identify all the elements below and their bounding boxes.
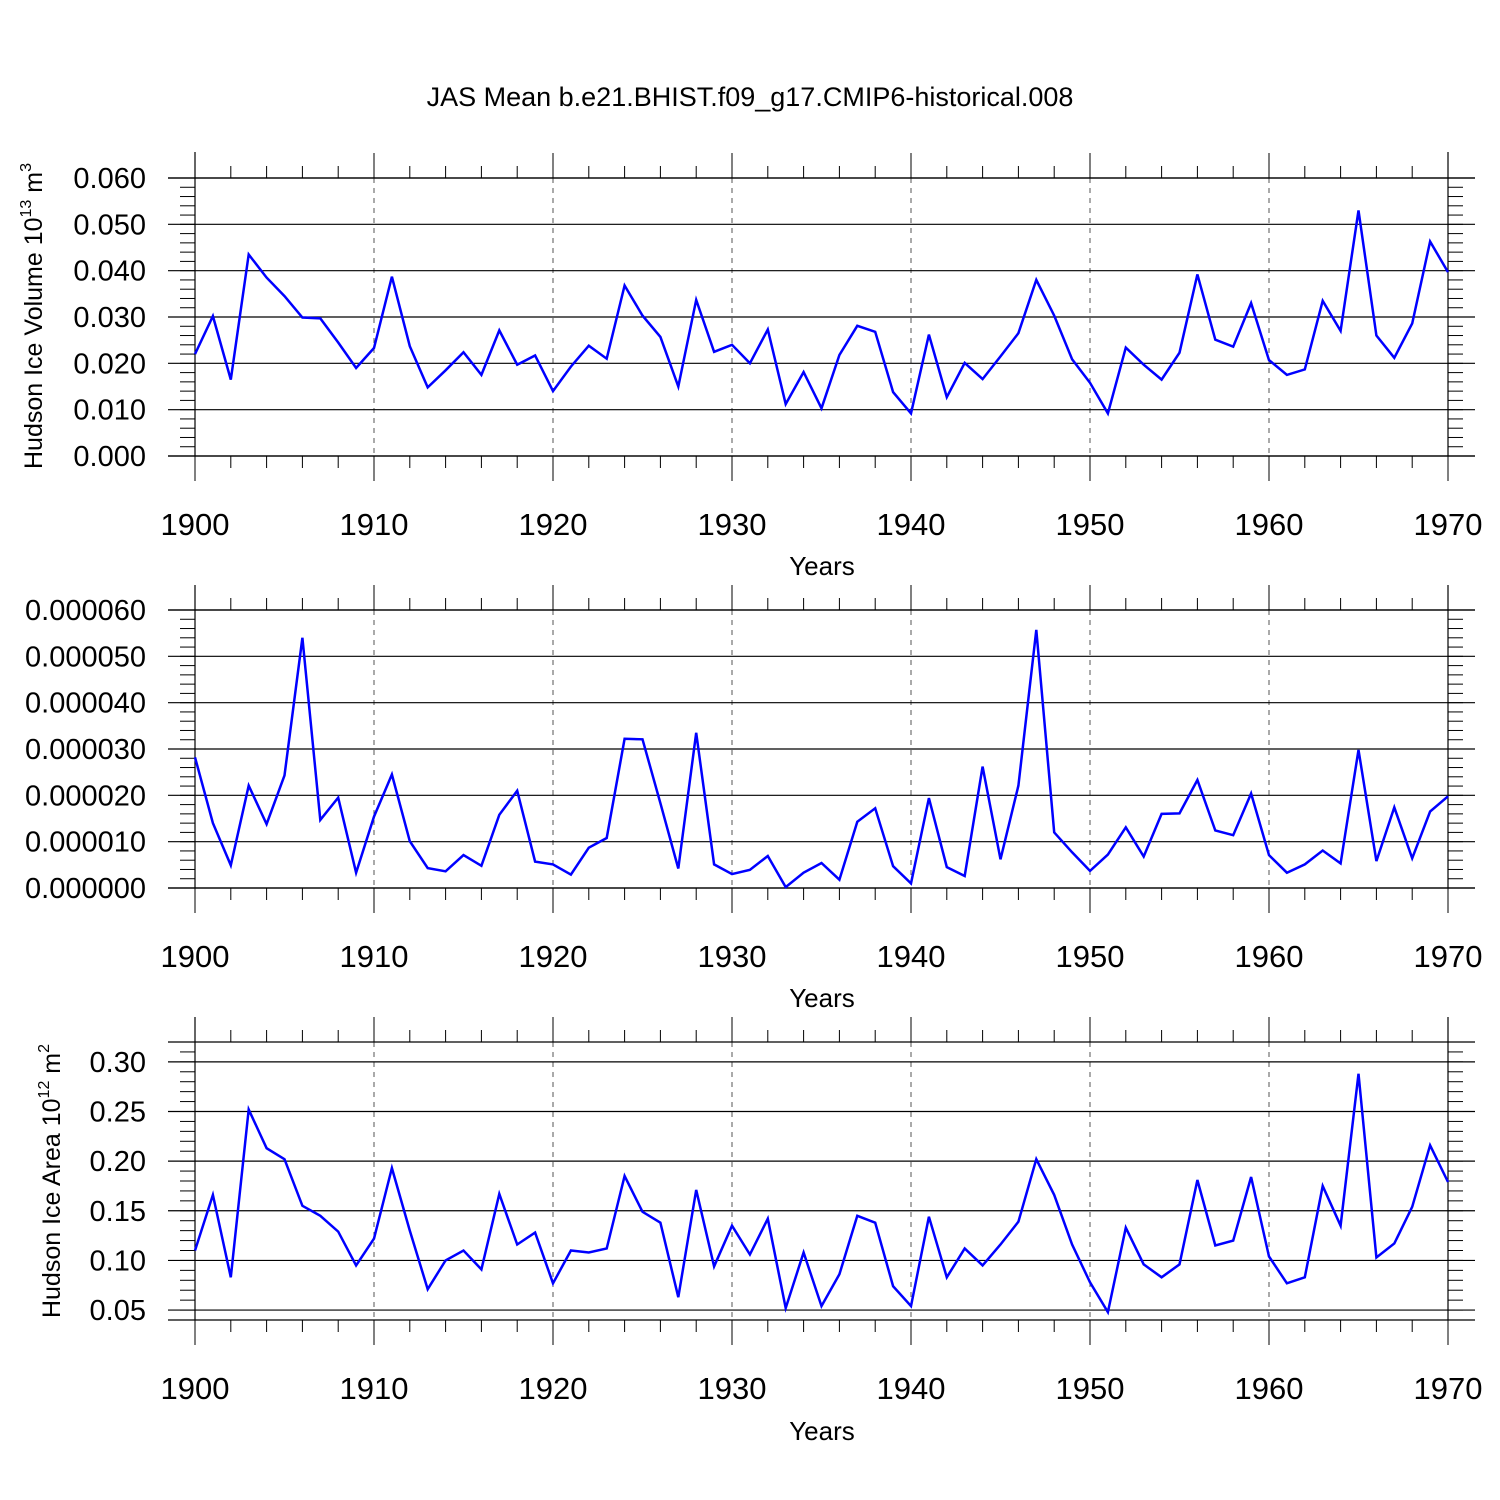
x-tick-label: 1970: [1414, 507, 1483, 542]
y-tick-label: 0.010: [73, 395, 146, 427]
y-tick-label: 0.15: [90, 1196, 146, 1228]
x-tick-label: 1910: [340, 507, 409, 542]
y-tick-label: 0.20: [90, 1146, 146, 1178]
x-tick-label: 1900: [161, 1371, 230, 1406]
x-tick-label: 1910: [340, 939, 409, 974]
y-axis-label-ice-volume: Hudson Ice Volume 1013 m3: [18, 163, 48, 469]
series-line: [193, 210, 1450, 417]
y-tick-label: 0.040: [73, 256, 146, 288]
x-tick-label: 1940: [877, 507, 946, 542]
y-tick-label: 0.020: [73, 348, 146, 380]
y-tick-label: 0.000040: [25, 688, 146, 720]
x-tick-label: 1940: [877, 1371, 946, 1406]
series-line: [193, 629, 1449, 889]
x-tick-label: 1960: [1235, 507, 1304, 542]
x-tick-label: 1920: [519, 939, 588, 974]
x-tick-label: 1930: [698, 1371, 767, 1406]
x-tick-label: 1960: [1235, 1371, 1304, 1406]
x-tick-label: 1950: [1056, 939, 1125, 974]
series-line: [193, 1073, 1450, 1316]
x-tick-label: 1940: [877, 939, 946, 974]
panel-middle-series: 0.000000 0.000010 0.000020 0.000030 0.000040…: [25, 585, 1482, 1013]
y-tick-label: 0.000000: [25, 873, 146, 905]
x-tick-label: 1960: [1235, 939, 1304, 974]
x-tick-label: 1930: [698, 507, 767, 542]
x-tick-label: 1900: [161, 507, 230, 542]
x-tick-label: 1920: [519, 507, 588, 542]
x-tick-label: 1900: [161, 939, 230, 974]
x-tick-label: 1910: [340, 1371, 409, 1406]
y-tick-label: 0.000060: [25, 595, 146, 627]
y-tick-label: 0.030: [73, 302, 146, 334]
y-tick-label: 0.05: [90, 1295, 146, 1327]
x-tick-label: 1970: [1414, 1371, 1483, 1406]
figure-title: JAS Mean b.e21.BHIST.f09_g17.CMIP6-histo…: [427, 82, 1074, 112]
y-tick-label: 0.000030: [25, 734, 146, 766]
x-tick-label: 1950: [1056, 507, 1125, 542]
x-axis-label: Years: [789, 1416, 855, 1446]
x-axis-label: Years: [789, 551, 855, 581]
y-tick-label: 0.25: [90, 1097, 146, 1129]
x-tick-label: 1920: [519, 1371, 588, 1406]
y-tick-label: 0.050: [73, 209, 146, 241]
y-axis-label-ice-area: Hudson Ice Area 1012 m2: [36, 1044, 66, 1318]
x-tick-label: 1930: [698, 939, 767, 974]
x-tick-label: 1970: [1414, 939, 1483, 974]
panel-ice-volume: Hudson Ice Volume 1013 m3 0.000 0.010 0.02…: [18, 152, 1482, 581]
y-tick-label: 0.060: [73, 163, 146, 195]
y-tick-label: 0.000: [73, 441, 146, 473]
y-tick-label: 0.10: [90, 1245, 146, 1277]
x-axis-label: Years: [789, 983, 855, 1013]
y-tick-label: 0.30: [90, 1047, 146, 1079]
y-tick-label: 0.000020: [25, 780, 146, 812]
y-tick-label: 0.000010: [25, 827, 146, 859]
y-tick-label: 0.000050: [25, 641, 146, 673]
panel-ice-area: Hudson Ice Area 1012 m2 0.05 0.10 0.15 0.20…: [36, 1017, 1482, 1446]
x-tick-label: 1950: [1056, 1371, 1125, 1406]
